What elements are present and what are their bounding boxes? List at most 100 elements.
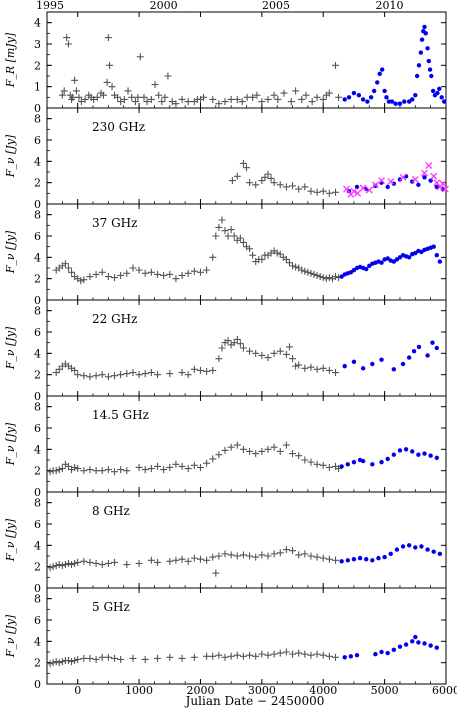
data-point-plus [332,273,340,281]
y-tick-label: 6 [34,422,41,435]
data-point-plus [71,559,79,567]
data-point-plus [264,445,272,453]
data-point-dot [427,67,433,72]
data-point-plus [184,371,192,379]
data-point-plus [212,232,220,240]
y-tick-label: 0 [34,582,41,595]
data-point-plus [258,650,266,658]
top-year-label: 2005 [262,0,290,12]
panel-label: 37 GHz [92,216,137,230]
data-point-plus [151,81,159,89]
data-point-plus [92,559,100,567]
x-tick-label: 5000 [371,684,399,697]
data-point-plus [295,551,303,559]
data-point-plus [161,93,169,101]
data-point-plus [99,91,107,99]
data-point-plus [246,552,254,560]
data-point-dot [434,253,439,258]
data-point-dot [429,73,434,79]
top-year-label: 1995 [36,0,64,12]
data-point-plus [160,466,168,474]
data-point-plus [147,268,155,276]
data-point-cross [421,169,428,177]
data-point-plus [289,450,297,458]
data-point-plus [332,369,340,377]
data-point-plus [196,463,204,471]
data-point-dot [345,462,350,467]
data-point-plus [184,557,192,565]
data-point-plus [280,89,288,97]
data-point-plus [313,271,321,279]
data-point-plus [258,177,266,185]
data-point-plus [80,557,88,565]
data-point-dot [385,650,390,656]
data-point-plus [301,456,309,464]
data-point-plus [71,366,79,374]
data-point-dot [385,184,390,190]
data-point-dot [357,555,363,561]
data-point-plus [123,561,131,569]
data-point-plus [295,649,303,657]
data-point-plus [155,91,163,99]
data-point-plus [264,95,272,103]
panel-label: 22 GHz [92,312,137,326]
data-point-dot [425,46,430,51]
data-point-plus [203,266,211,274]
data-point-plus [316,273,324,281]
data-point-plus [92,372,100,380]
data-point-dot [416,452,421,457]
data-point-plus [233,651,241,659]
data-point-plus [325,274,333,282]
y-tick-label: 4 [34,251,41,264]
data-point-dot [391,181,397,186]
data-point-plus [302,91,310,99]
data-point-plus [285,259,293,267]
data-point-plus [239,652,247,660]
data-point-plus [178,462,186,470]
data-point-dot [397,177,403,182]
data-point-plus [313,553,321,561]
data-point-plus [301,550,309,558]
data-point-plus [292,87,300,95]
data-point-plus [224,232,232,240]
data-point-plus [270,91,278,99]
data-point-dot [422,451,427,456]
data-point-plus [332,556,340,564]
data-point-plus [153,462,161,470]
data-point-plus [282,255,290,263]
data-point-plus [52,369,60,377]
data-point-plus [92,467,100,475]
data-point-plus [184,98,192,106]
x-axis-label: Julian Date − 2450000 [184,694,325,708]
data-point-plus [233,95,241,103]
panel-label: 14.5 GHz [92,408,149,422]
data-point-dot [386,99,392,104]
data-point-plus [289,547,297,555]
x-tick-label: 1000 [125,684,153,697]
data-point-plus [63,34,71,42]
data-point-plus [322,275,330,283]
data-point-plus [292,362,300,370]
data-point-plus [289,182,297,190]
data-point-dot [403,447,409,452]
data-point-plus [295,185,303,193]
data-point-plus [264,170,272,178]
data-point-cross [365,186,373,194]
data-point-plus [282,350,290,358]
data-point-plus [209,652,217,660]
data-point-plus [135,266,143,274]
data-point-plus [46,564,54,572]
y-tick-label: 8 [34,593,41,606]
y-tick-label: 4 [34,347,41,360]
y-tick-label: 8 [34,497,41,510]
data-point-dot [356,93,362,98]
data-point-plus [203,556,211,564]
data-point-plus [313,460,321,468]
data-point-plus [218,344,226,352]
data-point-dot [379,649,384,655]
data-point-plus [203,459,211,467]
data-point-dot [416,63,422,68]
data-point-dot [360,366,366,371]
data-point-plus [86,466,94,474]
